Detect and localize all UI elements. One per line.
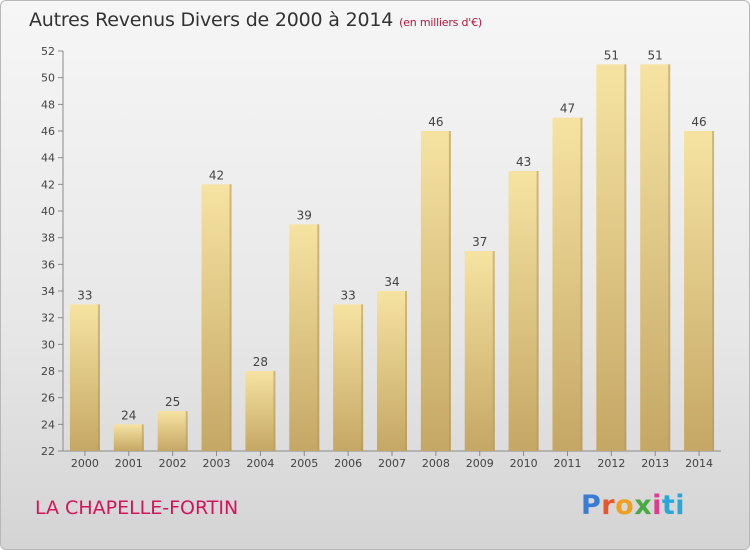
bar (420, 131, 451, 451)
data-label: 33 (77, 288, 92, 302)
chart-title: Autres Revenus Divers de 2000 à 2014 (en … (29, 9, 482, 31)
bar (552, 117, 583, 452)
bar (640, 64, 671, 452)
x-tick-label: 2009 (466, 457, 494, 470)
bar-shade (448, 131, 451, 451)
x-tick-label: 2007 (378, 457, 406, 470)
y-tick-label: 50 (41, 72, 55, 85)
y-tick-label: 22 (41, 445, 55, 458)
x-tick-label: 2014 (685, 457, 713, 470)
bar (157, 411, 188, 451)
bar-shade (712, 131, 715, 451)
x-tick-label: 2001 (115, 457, 143, 470)
y-tick-label: 28 (41, 365, 55, 378)
bar (464, 251, 495, 451)
bar (377, 291, 407, 451)
bar (596, 64, 627, 452)
place-name: LA CHAPELLE-FORTIN (35, 497, 239, 519)
bar (201, 184, 232, 452)
bar (333, 304, 364, 451)
bar-shade (405, 291, 407, 451)
bar-shade (624, 64, 627, 452)
y-tick-label: 52 (41, 45, 55, 58)
y-tick-label: 24 (41, 418, 55, 431)
data-label: 51 (648, 48, 663, 62)
data-label: 28 (253, 355, 268, 369)
data-label: 37 (472, 235, 487, 249)
x-tick-label: 2008 (422, 457, 450, 470)
data-label: 33 (340, 288, 355, 302)
bar (245, 371, 276, 451)
y-tick-label: 38 (41, 232, 55, 245)
data-label: 24 (121, 408, 136, 422)
data-label: 34 (384, 275, 399, 289)
y-tick-label: 32 (41, 312, 55, 325)
chart-subtitle: (en milliers d'€) (399, 16, 483, 29)
data-label: 51 (604, 48, 619, 62)
x-tick-label: 2013 (641, 457, 669, 470)
bar-shade (580, 117, 583, 452)
bar-shade (273, 371, 276, 451)
y-tick-label: 30 (41, 338, 55, 351)
data-label: 47 (560, 102, 575, 116)
x-tick-label: 2012 (597, 457, 625, 470)
bar-shade (317, 224, 320, 451)
bar-shade (185, 411, 188, 451)
x-tick-label: 2004 (246, 457, 274, 470)
data-label: 43 (516, 155, 531, 169)
bar-shade (229, 184, 232, 452)
x-tick-label: 2005 (290, 457, 318, 470)
bar-shade (141, 424, 144, 451)
y-tick-label: 44 (41, 152, 55, 165)
data-label: 42 (209, 168, 224, 182)
bar-shade (492, 251, 495, 451)
bar (508, 171, 539, 451)
y-tick-label: 40 (41, 205, 55, 218)
y-tick-label: 46 (41, 125, 55, 138)
y-tick-label: 36 (41, 258, 55, 271)
y-tick-label: 42 (41, 178, 55, 191)
data-label: 25 (165, 395, 180, 409)
chart-title-text: Autres Revenus Divers de 2000 à 2014 (29, 9, 394, 31)
bar-shade (361, 304, 364, 451)
data-label: 46 (691, 115, 706, 129)
bar-shade (97, 304, 100, 451)
x-tick-label: 2000 (71, 457, 99, 470)
y-tick-label: 34 (41, 285, 55, 298)
x-tick-label: 2002 (159, 457, 187, 470)
bar (69, 304, 100, 451)
x-tick-label: 2003 (203, 457, 231, 470)
bar (289, 224, 320, 451)
y-tick-label: 26 (41, 392, 55, 405)
bar-shade (536, 171, 539, 451)
data-label: 46 (428, 115, 443, 129)
y-tick-label: 48 (41, 98, 55, 111)
proxiti-logo[interactable]: Proxiti (581, 490, 686, 521)
x-tick-label: 2011 (553, 457, 581, 470)
bar (113, 424, 144, 451)
x-tick-label: 2010 (510, 457, 538, 470)
x-tick-label: 2006 (334, 457, 362, 470)
data-label: 39 (297, 208, 312, 222)
bar-shade (668, 64, 671, 452)
bar (684, 131, 715, 451)
